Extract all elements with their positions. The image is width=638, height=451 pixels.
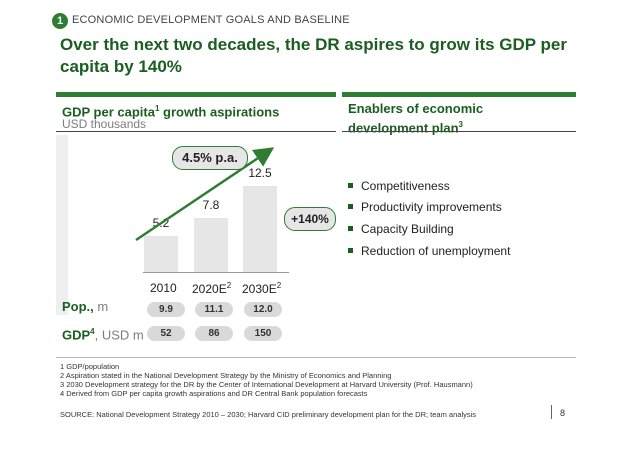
section-number-badge: 1 [52,13,68,29]
enabler-bullet-2: Productivity improvements [348,200,502,214]
enabler-bullet-4: Reduction of unemployment [348,244,510,258]
footnote-1: 1 GDP/population [60,362,120,371]
source-line: SOURCE: National Development Strategy 20… [60,410,477,419]
population-pill-2030e: 12.0 [244,302,282,317]
right-panel-accent-bar [342,92,576,97]
footnote-2: 2 Aspiration stated in the National Deve… [60,371,392,380]
gdp-pill-2010: 52 [147,326,185,341]
value-label-2030e: 12.5 [248,166,272,180]
bullet-square-icon [348,226,353,232]
left-panel-accent-bar [56,92,336,97]
gdp-pill-2030e: 150 [244,326,282,341]
category-label-2010: 2010 [150,281,177,295]
category-label-2030e: 2030E2 [242,281,282,296]
left-panel-title: GDP per capita1 growth aspirations [62,104,280,120]
enabler-bullet-1: Competitiveness [348,179,450,193]
bar-2030e [243,186,277,272]
bar-2020e [194,218,228,272]
left-panel-subtitle: USD thousands [62,117,147,131]
chart-baseline [143,272,289,273]
population-pill-2010: 9.9 [147,302,185,317]
gdp-pill-2020e: 86 [195,326,233,341]
bullet-square-icon [348,248,353,254]
left-panel-shade [56,135,68,315]
enabler-bullet-3: Capacity Building [348,222,454,236]
right-panel-divider [342,131,576,132]
gdp-row-label: GDP4, USD m [62,327,144,343]
page-headline: Over the next two decades, the DR aspire… [60,35,567,76]
page-number-divider [551,405,552,419]
increase-label: +140% [284,207,336,231]
population-row-label: Pop., m [62,299,109,314]
left-panel-divider [56,131,336,132]
footnote-4: 4 Derived from GDP per capita growth asp… [60,389,368,398]
growth-rate-label: 4.5% p.a. [172,146,248,170]
value-label-2020e: 7.8 [202,198,220,212]
category-label-2020e: 2020E2 [192,281,232,296]
footnote-divider [56,357,576,358]
section-tag: ECONOMIC DEVELOPMENT GOALS AND BASELINE [72,14,350,26]
footnote-3: 3 2030 Development strategy for the DR b… [60,380,473,389]
page-number: 8 [560,408,566,418]
population-pill-2020e: 11.1 [195,302,233,317]
bullet-square-icon [348,204,353,210]
growth-arrow-icon [135,147,275,242]
bullet-square-icon [348,183,353,189]
bar-2010 [144,236,178,272]
